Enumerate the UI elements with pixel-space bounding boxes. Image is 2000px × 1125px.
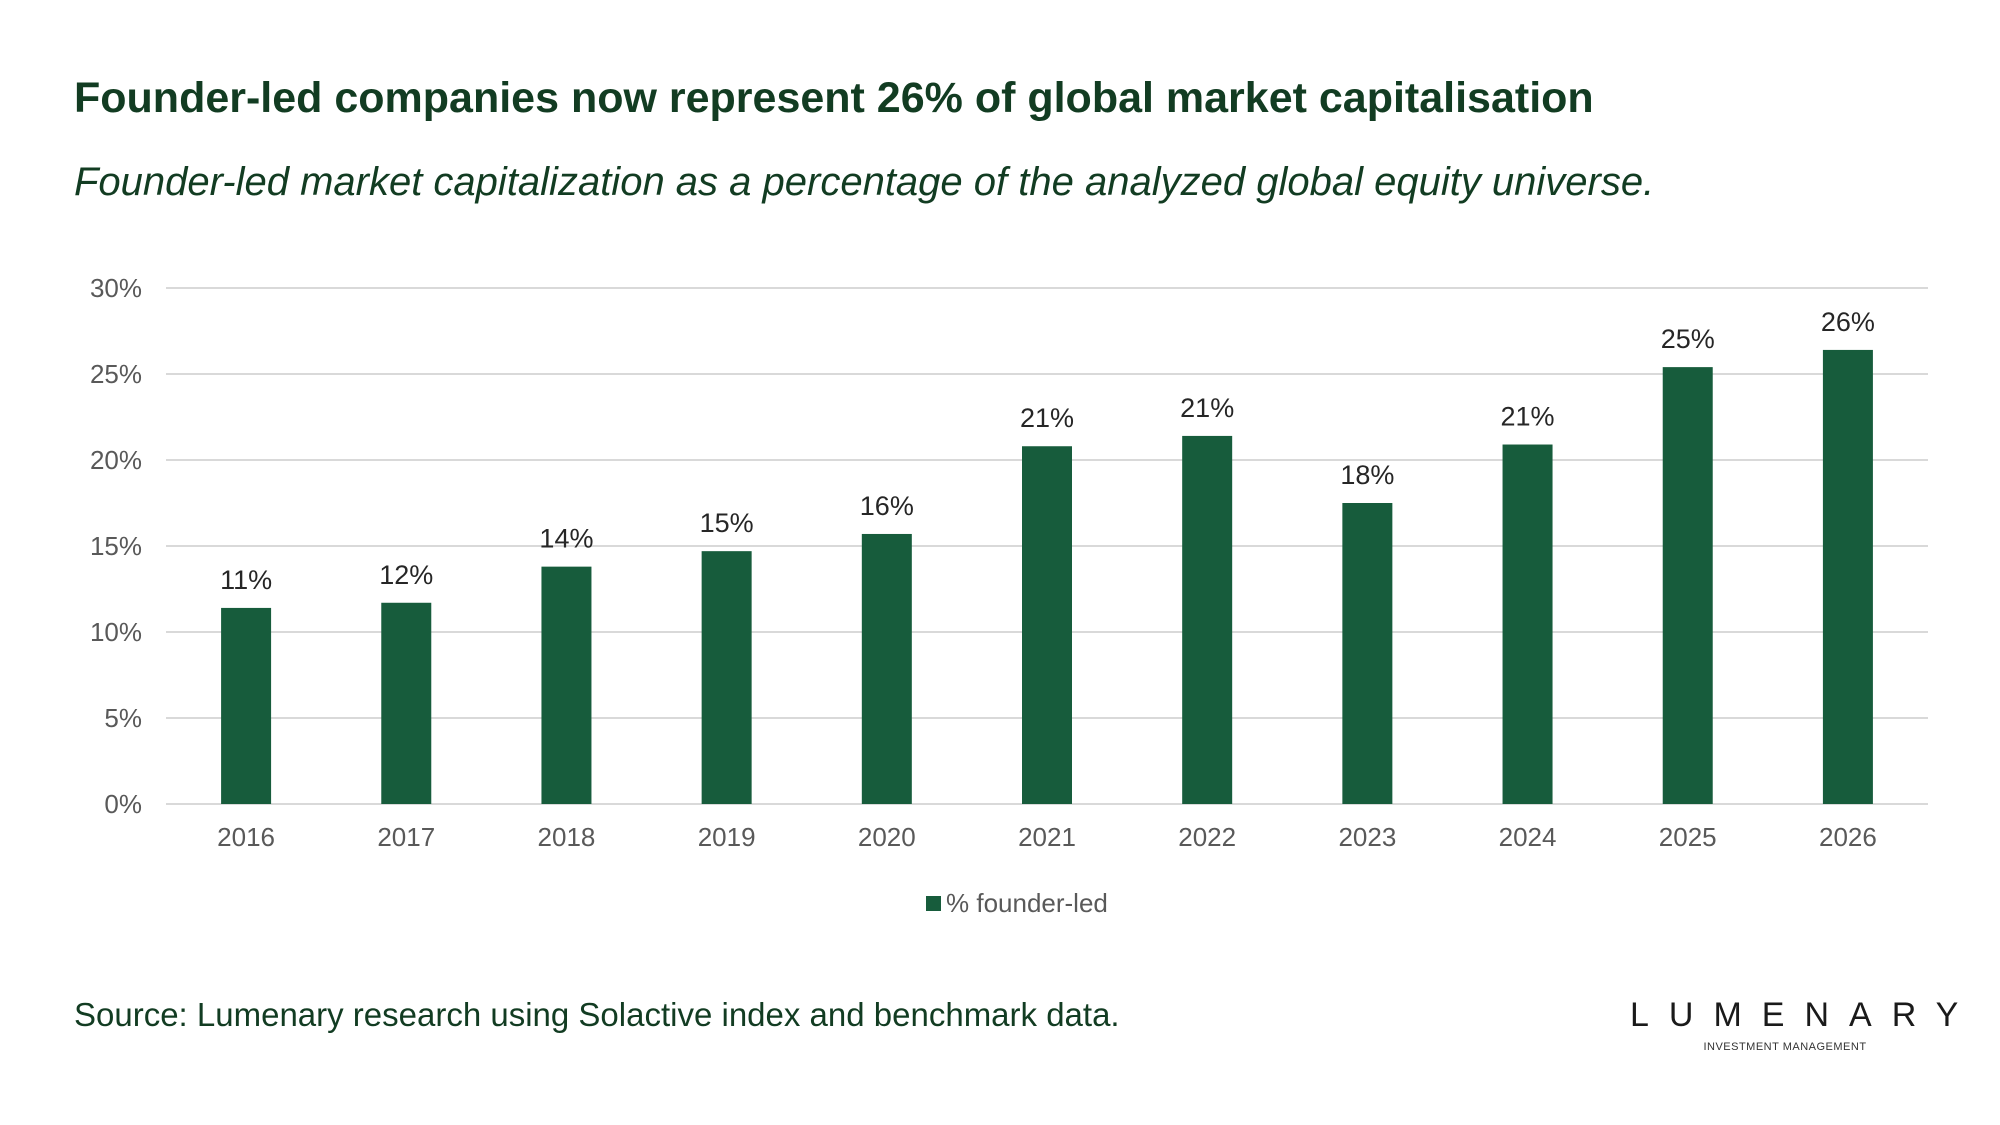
x-tick-label: 2019 bbox=[698, 822, 756, 852]
y-axis-ticks: 0% 5% 10% 15% 20% 25% 30% bbox=[90, 273, 142, 819]
y-tick-label: 30% bbox=[90, 273, 142, 303]
y-tick-label: 15% bbox=[90, 531, 142, 561]
x-tick-label: 2018 bbox=[538, 822, 596, 852]
x-tick-label: 2017 bbox=[377, 822, 435, 852]
data-label: 21% bbox=[1501, 402, 1555, 432]
y-tick-label: 10% bbox=[90, 617, 142, 647]
logo-tagline: INVESTMENT MANAGEMENT bbox=[1703, 1041, 1867, 1053]
bar bbox=[1502, 444, 1553, 804]
data-label: 21% bbox=[1020, 403, 1074, 433]
bar bbox=[1182, 435, 1233, 804]
logo-wordmark: LUMENARY bbox=[1630, 996, 1979, 1034]
bars bbox=[221, 349, 1873, 804]
data-label: 18% bbox=[1340, 460, 1394, 490]
data-label: 11% bbox=[220, 565, 272, 595]
data-label: 12% bbox=[379, 560, 433, 590]
bar-chart: 0% 5% 10% 15% 20% 25% 30% 11% 12% 14% 15% 16% 21% 21… bbox=[90, 273, 1928, 918]
data-labels: 11% 12% 14% 15% 16% 21% 21% 18% 21% 25% 26% bbox=[220, 307, 1875, 595]
data-label: 21% bbox=[1180, 393, 1234, 423]
data-label: 15% bbox=[700, 508, 754, 538]
bar bbox=[221, 607, 272, 804]
bar bbox=[1822, 349, 1873, 804]
lumenary-logo: LUMENARY INVESTMENT MANAGEMENT bbox=[1630, 996, 1958, 1053]
legend: % founder-led bbox=[926, 888, 1108, 918]
chart-subtitle: Founder-led market capitalization as a p… bbox=[74, 160, 1655, 204]
bar bbox=[541, 566, 592, 804]
y-tick-label: 5% bbox=[104, 703, 142, 733]
bar bbox=[1022, 446, 1072, 804]
bar bbox=[381, 602, 432, 804]
legend-swatch bbox=[926, 896, 941, 911]
bar bbox=[701, 551, 752, 804]
x-tick-label: 2022 bbox=[1178, 822, 1236, 852]
source-note: Source: Lumenary research using Solactiv… bbox=[74, 996, 1120, 1033]
bar bbox=[1342, 503, 1393, 804]
bar bbox=[861, 533, 912, 804]
x-tick-label: 2026 bbox=[1819, 822, 1877, 852]
x-axis-ticks: 2016 2017 2018 2019 2020 2021 2022 2023 2024 2025… bbox=[217, 822, 1877, 852]
data-label: 25% bbox=[1661, 324, 1715, 354]
chart-title: Founder-led companies now represent 26% … bbox=[74, 74, 1594, 122]
x-tick-label: 2021 bbox=[1018, 822, 1076, 852]
data-label: 16% bbox=[860, 491, 914, 521]
bar bbox=[1662, 367, 1713, 804]
x-tick-label: 2025 bbox=[1659, 822, 1717, 852]
y-tick-label: 20% bbox=[90, 445, 142, 475]
x-tick-label: 2020 bbox=[858, 822, 916, 852]
x-tick-label: 2024 bbox=[1499, 822, 1557, 852]
data-label: 14% bbox=[539, 524, 593, 554]
y-tick-label: 25% bbox=[90, 359, 142, 389]
x-tick-label: 2016 bbox=[217, 822, 275, 852]
legend-label: % founder-led bbox=[946, 888, 1108, 918]
y-tick-label: 0% bbox=[104, 789, 142, 819]
data-label: 26% bbox=[1821, 307, 1875, 337]
x-tick-label: 2023 bbox=[1338, 822, 1396, 852]
